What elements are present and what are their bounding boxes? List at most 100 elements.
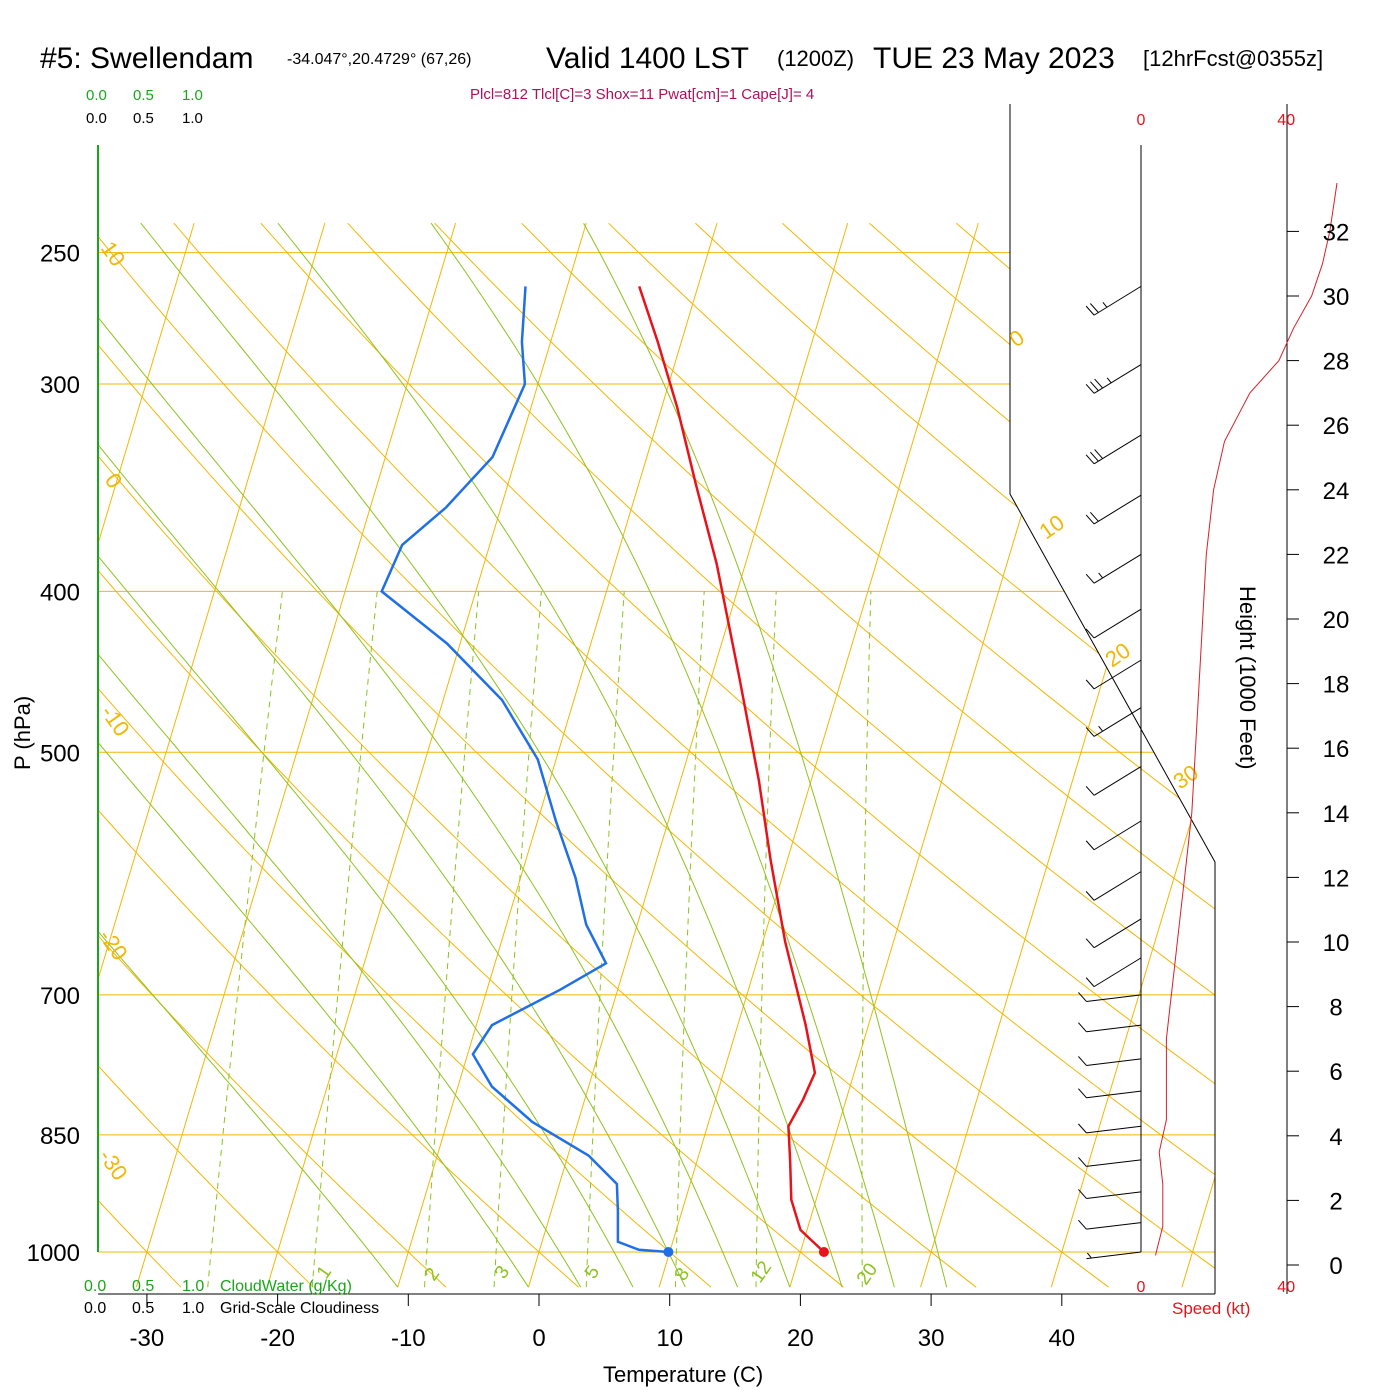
height-tick: 24 — [1323, 478, 1350, 505]
barb-staff — [1086, 994, 1142, 1002]
mixing-ratio-line — [585, 591, 625, 1288]
wind-barb — [1085, 766, 1142, 796]
height-tick: 22 — [1323, 542, 1350, 569]
cloudiness-label: Grid-Scale Cloudiness — [220, 1300, 379, 1317]
moist-adiabat — [98, 222, 739, 1288]
isotherm-label: 10 — [1035, 510, 1069, 545]
wind-barb — [1078, 992, 1142, 1002]
height-tick: 20 — [1323, 607, 1350, 634]
barb-half-flag — [1086, 1252, 1092, 1259]
series-line-dewpoint — [380, 286, 669, 1254]
dry-adiabat — [98, 222, 1215, 1288]
barb-staff — [1093, 820, 1142, 851]
temperature-tick: -30 — [130, 1325, 165, 1352]
wind-barb — [1078, 1022, 1142, 1033]
barb-staff — [1093, 957, 1142, 988]
barb-flag — [1078, 992, 1087, 1002]
barb-flag — [1085, 891, 1095, 901]
pressure-axis: 250 300 400 500 700 850 1000 — [27, 241, 80, 1267]
height-tick: 10 — [1323, 930, 1350, 957]
barb-flag — [1085, 785, 1095, 796]
dry-adiabat — [98, 222, 844, 1288]
speed-tick-top: 40 — [1277, 112, 1295, 129]
temperature-axis: -30 -20 -10 0 10 20 30 40 — [130, 1294, 1075, 1352]
wind-barb — [1078, 1189, 1142, 1199]
barb-flag — [1085, 305, 1095, 316]
dry-adiabat — [173, 222, 1215, 1288]
barb-flag — [1085, 454, 1095, 465]
wind-barb — [1085, 434, 1142, 465]
pressure-tick: 850 — [40, 1123, 80, 1150]
barb-staff — [1086, 1024, 1142, 1033]
barb-half-flag — [1102, 301, 1108, 308]
temperature-tick: 10 — [656, 1325, 683, 1352]
isotherm-label: -30 — [94, 1145, 133, 1185]
cloudwater-label: CloudWater (g/Kg) — [220, 1278, 352, 1295]
barb-half-flag — [1106, 377, 1112, 384]
mixing-ratio-label: 5 — [581, 1262, 604, 1283]
barb-staff — [1086, 1191, 1142, 1199]
height-tick: 32 — [1323, 219, 1350, 246]
surface-point-dewpoint — [663, 1247, 674, 1257]
height-tick: 8 — [1329, 995, 1342, 1022]
wind-barb — [1078, 1088, 1142, 1099]
mixing-ratio-label: 20 — [853, 1260, 882, 1289]
wind-barbs — [1078, 285, 1142, 1260]
mixing-ratio-label: 3 — [491, 1262, 514, 1283]
barb-staff — [1093, 434, 1142, 465]
speed-tick-bottom: 40 — [1277, 1279, 1295, 1296]
wind-barb — [1085, 659, 1142, 690]
cloudwater-tick-bottom-1: 0.5 — [132, 1278, 154, 1295]
wind-barb — [1086, 1251, 1142, 1260]
mixing-ratio-label: 8 — [671, 1264, 694, 1285]
height-tick: 30 — [1323, 284, 1350, 311]
barb-staff — [1093, 608, 1142, 639]
mixing-ratio-line — [493, 591, 542, 1288]
moist-adiabat — [140, 222, 791, 1288]
barb-flag — [1094, 449, 1104, 459]
wind-barb — [1085, 608, 1142, 639]
barb-flag — [1094, 378, 1104, 389]
wind-barb — [1085, 285, 1142, 316]
dry-adiabat — [260, 222, 1215, 1288]
zulu-time: (1200Z) — [777, 46, 854, 71]
height-tick: 18 — [1323, 672, 1350, 699]
barb-staff — [1093, 494, 1142, 525]
height-tick: 26 — [1323, 413, 1350, 440]
barb-flag — [1078, 1189, 1087, 1199]
barb-staff — [1086, 1251, 1142, 1260]
barb-staff — [1093, 285, 1142, 316]
barb-half-flag — [1098, 725, 1104, 732]
temperature-tick: 40 — [1048, 1325, 1075, 1352]
isotherm-label: 0 — [100, 469, 128, 493]
barb-flag — [1078, 1157, 1087, 1167]
moist-adiabat — [98, 222, 399, 1288]
cloudwater-tick-bottom-0: 0.0 — [84, 1278, 106, 1295]
dry-adiabat — [1391, 223, 1400, 1287]
barb-staff — [1093, 659, 1142, 690]
barb-flag — [1078, 1088, 1087, 1099]
speed-axis: 0040408080120120 — [1137, 112, 1296, 1296]
pressure-tick: 250 — [40, 241, 80, 268]
isotherm-label: -20 — [94, 925, 133, 965]
dry-adiabat — [347, 222, 1215, 1288]
mixing-ratio-line — [861, 591, 872, 1288]
barb-flag — [1090, 451, 1099, 462]
forecast-info: [12hrFcst@0355z] — [1143, 46, 1323, 71]
barb-staff — [1086, 1058, 1142, 1066]
isotherm-10 — [658, 223, 979, 1288]
isotherm--40 — [98, 223, 326, 1288]
wind-barb — [1085, 957, 1142, 988]
barb-flag — [1078, 1056, 1087, 1066]
moist-adiabat — [583, 222, 948, 1288]
pressure-tick: 1000 — [27, 1240, 80, 1267]
dry-adiabat — [521, 222, 1215, 1288]
valid-date: TUE 23 May 2023 — [873, 42, 1115, 75]
barb-flag — [1078, 1123, 1087, 1134]
barb-flag — [1085, 727, 1095, 737]
mixing-ratio-line — [755, 591, 777, 1288]
mixing-ratio-label: 12 — [747, 1258, 776, 1287]
cloudiness-tick-bottom-0: 0.0 — [84, 1300, 106, 1317]
